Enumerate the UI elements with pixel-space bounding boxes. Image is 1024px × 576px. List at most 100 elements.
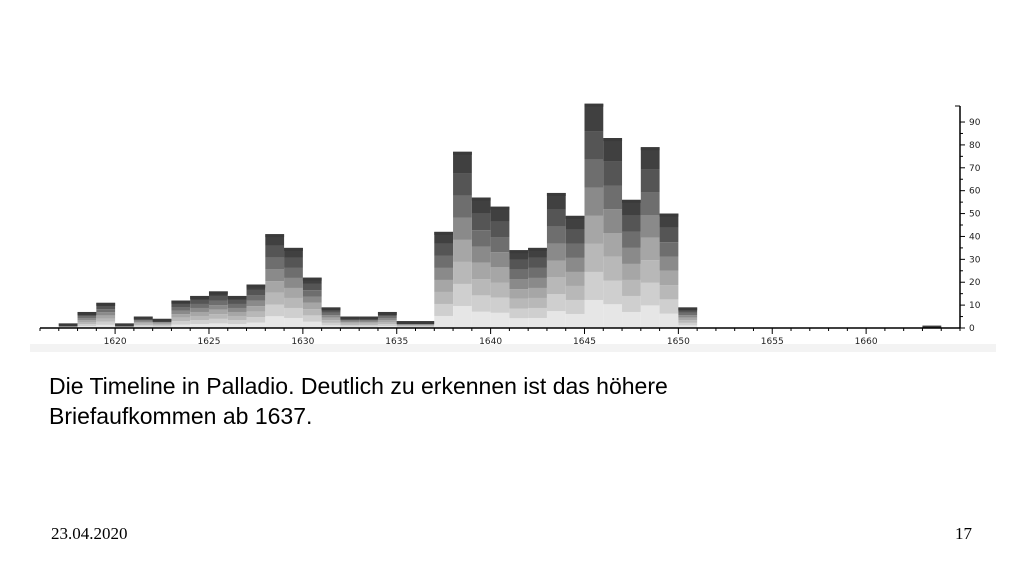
bar-1629[interactable] — [284, 247, 303, 328]
bar-segment — [659, 299, 679, 314]
bar-segment — [509, 269, 529, 280]
bar-1619[interactable] — [96, 302, 116, 328]
bar-segment — [265, 304, 285, 317]
bar-segment — [171, 317, 191, 322]
bar-cap — [396, 321, 416, 325]
bar-cap — [678, 307, 698, 311]
bar-segment — [284, 287, 303, 298]
bar-segment — [415, 323, 435, 325]
bar-segment — [546, 277, 566, 295]
bar-segment — [434, 279, 454, 292]
bar-segment — [321, 312, 341, 316]
timeline-histogram: 1620 1625 1630 1635 1640 1645 1650 1655 1660 0 10… — [30, 103, 996, 352]
bar-segment — [340, 325, 360, 327]
x-tick-label: 1645 — [573, 337, 596, 347]
bar-1647[interactable] — [622, 199, 641, 328]
bar-1627[interactable] — [246, 284, 266, 328]
bar-segment — [453, 195, 472, 218]
bar-1628[interactable] — [265, 234, 285, 328]
bar-segment — [77, 315, 97, 318]
bar-segment — [321, 315, 341, 318]
bar-1632[interactable] — [340, 316, 360, 328]
bar-segment — [340, 319, 360, 321]
bar-1639[interactable] — [471, 197, 491, 328]
bar-1638[interactable] — [453, 151, 472, 328]
bar-1648[interactable] — [640, 147, 660, 328]
y-axis: 0 10 20 30 40 50 60 70 80 90 — [955, 105, 981, 334]
bar-segment — [190, 319, 209, 324]
bar-segment — [622, 199, 641, 216]
bar-segment — [208, 295, 228, 301]
bar-segment — [471, 311, 491, 328]
bar-segment — [246, 300, 266, 307]
bar-1633[interactable] — [359, 316, 378, 328]
bar-segment — [678, 309, 698, 313]
bar-segment — [190, 307, 209, 312]
bar-segment — [640, 147, 660, 170]
bar-1630[interactable] — [302, 277, 322, 328]
bar-segment — [284, 307, 303, 318]
bar-segment — [208, 300, 228, 306]
bar-cap — [227, 295, 247, 299]
bar-segment — [659, 270, 679, 286]
bar-1643[interactable] — [546, 192, 566, 328]
bar-1646[interactable] — [603, 138, 623, 328]
bar-1624[interactable] — [190, 295, 209, 328]
bar-1641[interactable] — [509, 250, 529, 328]
bar-cap — [284, 247, 303, 251]
bar-segment — [377, 319, 397, 322]
bar-1649[interactable] — [659, 213, 679, 328]
bar-segment — [284, 267, 303, 278]
bar-segment — [396, 326, 416, 328]
bar-1622[interactable] — [152, 318, 172, 328]
bar-segment — [565, 215, 585, 230]
bar-1642[interactable] — [528, 247, 547, 328]
bar-1640[interactable] — [490, 206, 510, 328]
bar-1645[interactable] — [584, 103, 604, 328]
bar-segment — [471, 230, 491, 247]
bar-segment — [171, 307, 191, 311]
bar-1637[interactable] — [434, 231, 454, 328]
bar-1623[interactable] — [171, 300, 191, 328]
y-tick-label: 20 — [969, 278, 981, 288]
bar-segment — [133, 319, 153, 321]
bar-1621[interactable] — [133, 316, 153, 328]
page-number: 17 — [955, 524, 972, 543]
bar-cap — [190, 295, 209, 299]
bar-segment — [208, 305, 228, 310]
bar-segment — [340, 320, 360, 323]
bar-segment — [396, 323, 416, 325]
bar-1634[interactable] — [377, 311, 397, 328]
bar-segment — [227, 307, 247, 312]
bar-segment — [246, 311, 266, 318]
bar-cap — [115, 323, 134, 327]
bar-1650[interactable] — [678, 307, 698, 328]
bar-segment — [434, 243, 454, 256]
bar-segment — [227, 319, 247, 324]
bar-segment — [584, 271, 604, 300]
bar-segment — [359, 319, 378, 321]
bar-1625[interactable] — [208, 291, 228, 328]
bar-cap — [340, 316, 360, 320]
bar-1618[interactable] — [77, 311, 97, 328]
bar-segment — [284, 277, 303, 288]
bar-segment — [208, 314, 228, 319]
bar-1626[interactable] — [227, 295, 247, 328]
bar-segment — [546, 260, 566, 278]
bar-segment — [321, 325, 341, 328]
bar-1631[interactable] — [321, 307, 341, 328]
bar-segment — [246, 317, 266, 323]
bar-segment — [659, 213, 679, 228]
bar-cap — [321, 307, 341, 311]
bar-1636[interactable] — [415, 321, 435, 328]
bar-segment — [678, 325, 698, 328]
bar-segment — [528, 317, 547, 328]
bar-segment — [678, 312, 698, 316]
bar-cap — [96, 302, 116, 306]
bar-cap — [659, 213, 679, 217]
bar-segment — [190, 323, 209, 328]
bar-1635[interactable] — [396, 321, 416, 328]
bar-1644[interactable] — [565, 215, 585, 328]
caption-line-1: Die Timeline in Palladio. Deutlich zu er… — [49, 373, 668, 399]
bar-segment — [246, 322, 266, 328]
